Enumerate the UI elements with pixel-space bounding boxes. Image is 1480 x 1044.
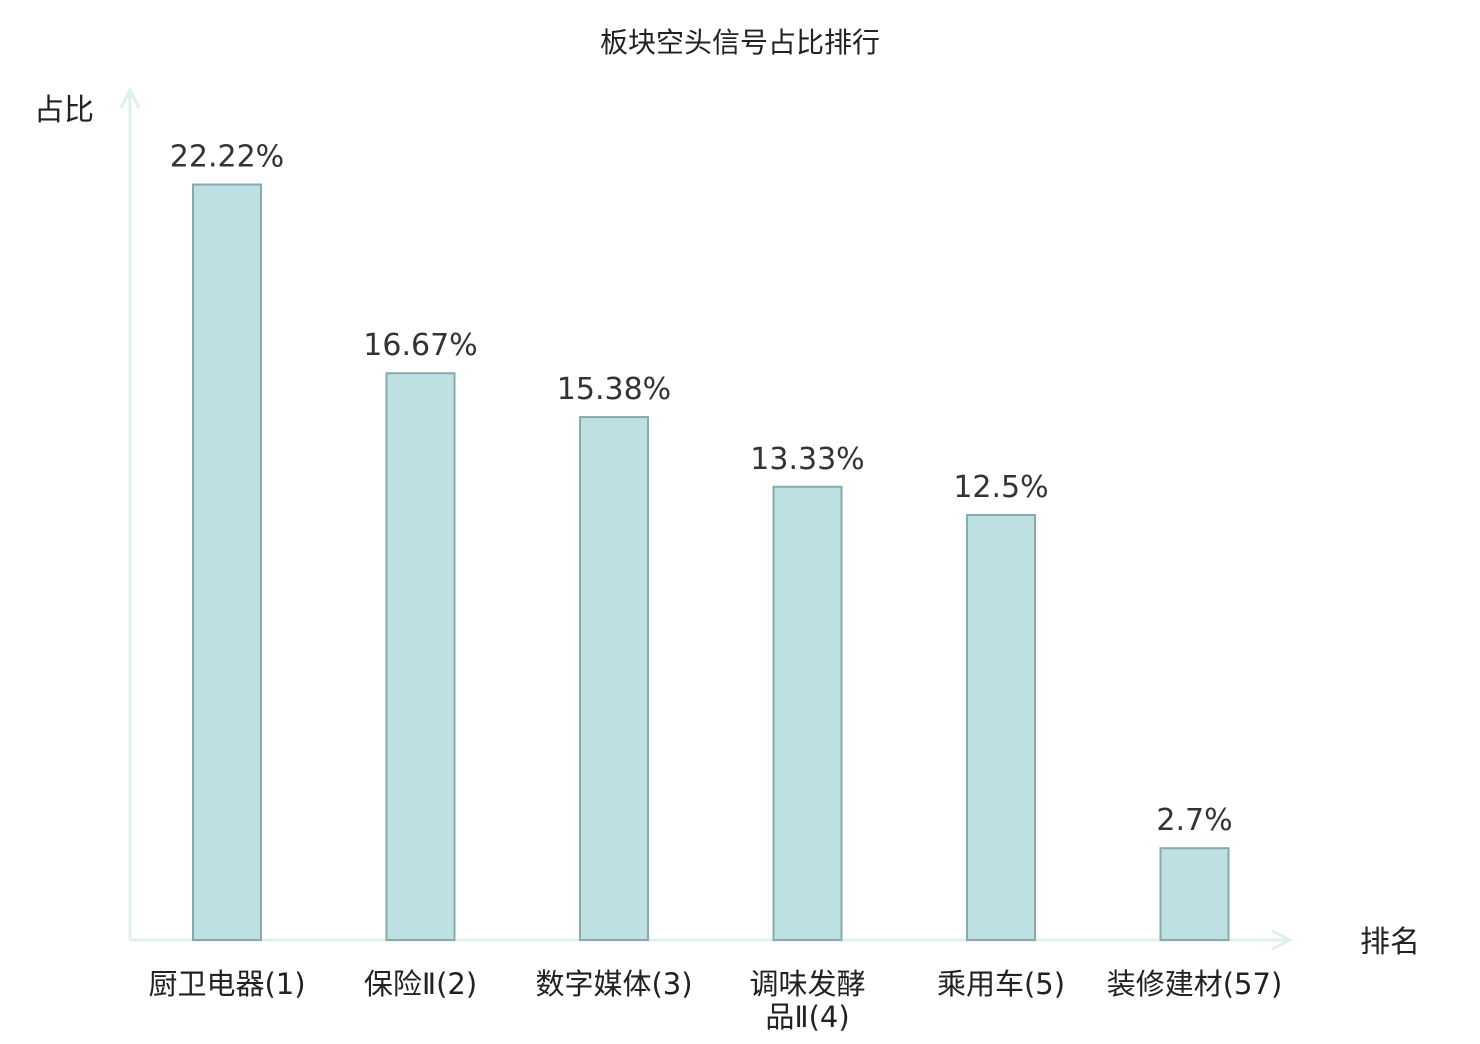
category-label: 数字媒体(3) bbox=[535, 967, 692, 1001]
category-label: 装修建材(57) bbox=[1107, 967, 1283, 1001]
y-axis-arrow bbox=[119, 86, 141, 109]
x-axis-arrow bbox=[1271, 929, 1294, 951]
category-label: 调味发酵 bbox=[749, 967, 865, 1001]
category-label: 厨卫电器(1) bbox=[148, 967, 305, 1001]
value-label: 12.5% bbox=[953, 470, 1048, 505]
bar bbox=[966, 514, 1036, 941]
bar bbox=[579, 416, 649, 941]
value-labels: 22.22% 16.67% 15.38% 13.33% 12.5% 2.7% bbox=[170, 140, 1233, 839]
x-axis-title: 排名 bbox=[1360, 925, 1420, 960]
bar bbox=[385, 372, 456, 942]
bars bbox=[192, 183, 1230, 942]
bar bbox=[772, 485, 843, 941]
y-axis-title: 占比 bbox=[34, 93, 94, 128]
bar bbox=[192, 183, 262, 941]
value-label: 15.38% bbox=[557, 372, 671, 407]
axes bbox=[119, 86, 1294, 951]
value-label: 2.7% bbox=[1156, 803, 1232, 838]
category-label: 保险Ⅱ(2) bbox=[364, 967, 477, 1001]
value-label: 16.67% bbox=[363, 328, 477, 363]
value-label: 22.22% bbox=[170, 140, 284, 175]
category-label: 乘用车(5) bbox=[937, 967, 1065, 1001]
chart-title: 板块空头信号占比排行 bbox=[600, 26, 880, 59]
category-label: 品Ⅱ(4) bbox=[765, 1000, 849, 1034]
bar bbox=[1159, 847, 1230, 942]
value-label: 13.33% bbox=[750, 442, 864, 477]
